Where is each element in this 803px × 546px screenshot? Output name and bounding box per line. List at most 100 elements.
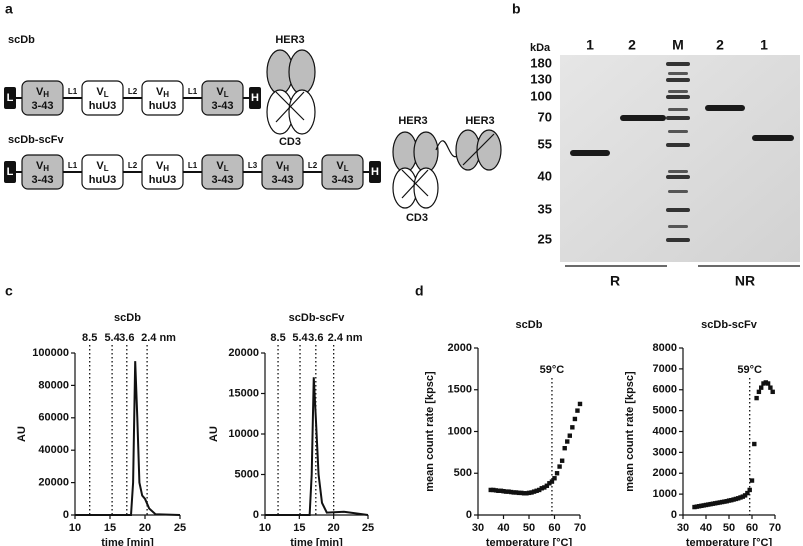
domain-v: V [276,160,284,172]
linker-label: L1 [188,87,198,96]
scdb-schematic [266,49,316,135]
y-tick-label: 100000 [32,347,69,359]
data-point [496,488,501,493]
data-point [508,489,514,495]
y-tick-label: 2000 [448,342,472,354]
target-label: CD3 [406,212,428,224]
marker-band [668,72,688,75]
lane-label: 1 [586,37,594,53]
marker-band [668,90,688,93]
data-point [565,439,570,444]
annotation-label: 3.6 [119,332,134,344]
domain-v: V [96,160,104,172]
domain-label: VH [36,160,49,173]
data-point [738,495,743,500]
domain [81,80,124,116]
chart-title: scDb [516,319,543,331]
data-point [511,490,516,495]
target-label: HER3 [275,34,304,46]
data-point [521,491,527,496]
marker-band [666,143,690,147]
domain [261,154,304,190]
domain-target: 3-43 [331,174,353,186]
data-point [516,490,521,496]
data-point [503,489,509,494]
data-point [501,489,506,494]
x-tick-label: 20 [139,522,151,534]
construct-name: scDb [8,34,35,46]
marker-band [668,225,688,228]
data-point [706,502,711,507]
data-point [488,487,493,493]
annotation-label: 8.5 [270,332,285,344]
terminal [249,87,261,109]
data-line [75,361,181,516]
domain-sub: L [344,164,349,173]
data-point [740,494,745,499]
domain-target: 3-43 [31,100,53,112]
domain-label: VH [156,160,169,173]
data-point [572,416,578,422]
domain-v: V [96,86,104,98]
data-point [696,504,702,509]
terminal-label: H [251,92,259,104]
domain-sub: H [283,164,289,173]
y-tick-label: 80000 [38,379,69,391]
y-tick-label: 5000 [235,468,259,480]
x-tick-label: 15 [104,522,116,534]
terminal [4,161,16,183]
y-tick-label: 500 [454,467,472,479]
data-point [575,408,580,413]
data-point [733,496,739,502]
domain-label: VH [36,86,49,99]
domain-label: VL [336,160,348,173]
domain-target: huU3 [149,174,177,186]
domain [321,154,364,190]
data-point [547,481,552,486]
data-point [567,433,572,438]
data-point [557,464,562,469]
data-point [529,490,534,495]
data-point [752,441,757,447]
data-point [770,389,775,395]
marker-label: 40 [538,168,552,183]
marker-band [668,190,688,193]
y-tick-label: 1000 [653,488,677,500]
marker-label: 70 [538,109,552,124]
y-tick-label: 8000 [653,342,677,354]
linker-label: L2 [128,161,138,170]
domain-sub: L [224,164,229,173]
panel-label: d [415,283,424,299]
marker-label: 35 [538,201,552,216]
marker-label: 130 [530,71,552,86]
linker-label: L2 [128,87,138,96]
data-point [491,487,496,493]
data-point [531,489,537,494]
domain-target: huU3 [89,174,117,186]
y-tick-label: 5000 [653,405,677,417]
linker-label: L3 [248,161,258,170]
domain-target: 3-43 [211,174,233,186]
marker-band [668,130,688,133]
gel-bands [570,105,794,156]
y-tick-label: 0 [466,509,472,521]
x-tick-label: 30 [472,522,484,534]
data-point [765,381,771,386]
data-point [745,490,750,496]
data-point [694,504,699,509]
x-tick-label: 50 [723,522,735,534]
domain [201,80,244,116]
domain-label: VL [96,86,108,99]
terminal [4,87,16,109]
data-point [710,501,716,506]
marker-band [666,78,690,82]
y-tick-label: 7000 [653,363,677,375]
domain-label: VL [216,160,228,173]
linker-label: L1 [68,161,78,170]
domain [81,154,124,190]
annotation-label: 5.4 [104,332,120,344]
x-axis-label: time [min] [290,537,343,546]
data-point [493,488,499,493]
y-axis-label: mean count rate [kpsc] [424,371,436,492]
x-tick-label: 40 [497,522,509,534]
